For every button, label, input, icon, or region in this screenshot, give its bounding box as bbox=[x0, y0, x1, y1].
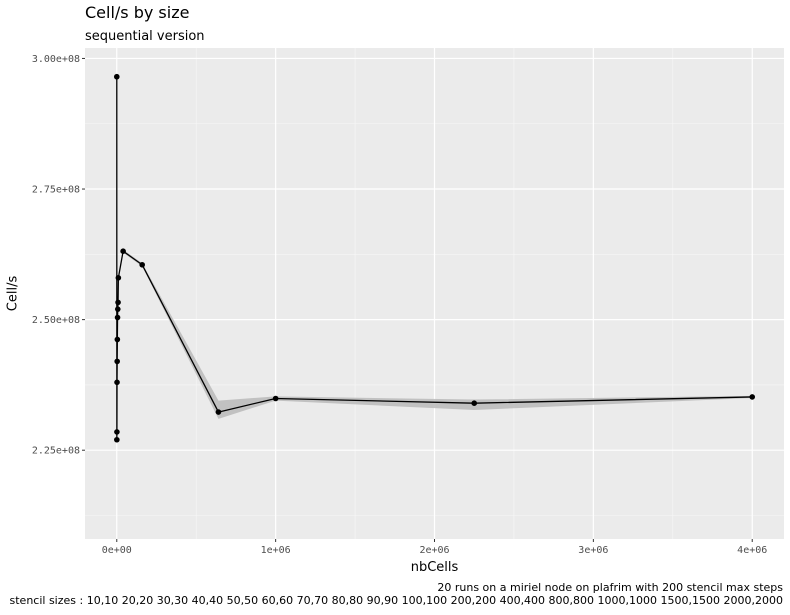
data-point bbox=[114, 306, 121, 312]
x-tick-label: 0e+00 bbox=[102, 545, 132, 556]
x-tick-label: 3e+06 bbox=[578, 545, 608, 556]
data-point bbox=[139, 261, 145, 268]
data-point bbox=[115, 275, 122, 281]
y-axis: 2.25e+08 2.50e+08 2.75e+08 3.00e+08 bbox=[32, 54, 85, 457]
y-tick-label: 2.25e+08 bbox=[32, 446, 80, 457]
y-tick-label: 2.50e+08 bbox=[32, 315, 80, 326]
data-point bbox=[115, 299, 121, 306]
y-tick-label: 3.00e+08 bbox=[32, 54, 80, 65]
data-point bbox=[114, 429, 120, 435]
caption-line-1: 20 runs on a miriel node on plafrim with… bbox=[437, 581, 783, 594]
y-tick-label: 2.75e+08 bbox=[32, 185, 80, 196]
data-point bbox=[120, 248, 126, 254]
data-point bbox=[114, 314, 121, 321]
series-line bbox=[116, 76, 753, 441]
x-tick-label: 1e+06 bbox=[261, 545, 291, 556]
data-point bbox=[114, 358, 120, 365]
data-point bbox=[113, 73, 120, 80]
data-point bbox=[749, 394, 756, 400]
x-tick-label: 4e+06 bbox=[737, 545, 767, 556]
data-point bbox=[215, 409, 222, 415]
x-axis-label: nbCells bbox=[410, 560, 459, 575]
caption-line-2: stencil sizes : 10,10 20,20 30,30 40,40 … bbox=[9, 594, 783, 607]
series-line-group bbox=[116, 76, 753, 441]
data-point bbox=[114, 436, 120, 443]
data-point bbox=[114, 336, 121, 343]
data-point bbox=[471, 400, 478, 406]
data-point bbox=[272, 395, 279, 402]
x-axis: 0e+00 1e+06 2e+06 3e+06 4e+06 bbox=[102, 539, 767, 556]
chart-title: Cell/s by size bbox=[85, 3, 190, 22]
x-tick-label: 2e+06 bbox=[419, 545, 449, 556]
major-grid bbox=[85, 48, 784, 539]
data-point bbox=[114, 379, 120, 386]
chart-subtitle: sequential version bbox=[85, 29, 205, 44]
data-points bbox=[113, 73, 756, 443]
